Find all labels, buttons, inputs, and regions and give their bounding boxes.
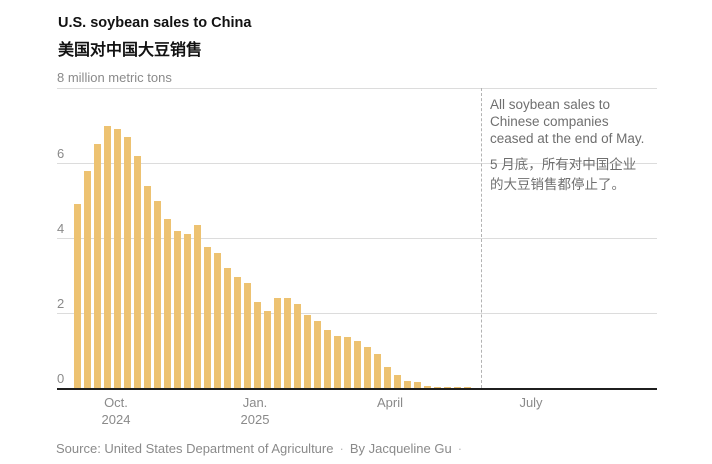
bar (434, 386, 441, 388)
bar (344, 337, 351, 388)
bar (134, 155, 141, 388)
bar (314, 320, 321, 388)
bar (284, 298, 291, 388)
bar (214, 253, 221, 388)
bar (264, 311, 271, 388)
gridline-6 (57, 163, 657, 164)
bar (154, 200, 161, 388)
bar (404, 380, 411, 388)
bar (174, 230, 181, 388)
y-tick-label: 2 (57, 296, 65, 311)
bar (354, 341, 361, 388)
x-tick-label: July (519, 395, 543, 410)
bar (124, 136, 131, 388)
x-tick-label: April (376, 395, 404, 410)
gridline-8 (57, 88, 657, 89)
y-axis-unit-label: 8 million metric tons (57, 70, 172, 85)
x-tick-label: Oct. 2024 (101, 395, 131, 427)
bar (304, 314, 311, 388)
bar (334, 335, 341, 388)
bar (144, 185, 151, 388)
annotation-text-english: All soybean sales to Chinese companies c… (490, 97, 645, 146)
bar (184, 234, 191, 388)
bar (374, 354, 381, 388)
bar (424, 386, 431, 388)
bar (414, 382, 421, 388)
chart-annotation: All soybean sales to Chinese companies c… (490, 96, 658, 195)
bar (194, 224, 201, 388)
bar (234, 277, 241, 388)
source-line: Source: United States Department of Agri… (56, 441, 468, 456)
byline: By Jacqueline Gu (349, 441, 452, 456)
bar (394, 374, 401, 388)
y-tick-label: 6 (57, 146, 65, 161)
bar (104, 125, 111, 388)
chart-title-chinese: 美国对中国大豆销售 (58, 42, 203, 59)
chart-title: U.S. soybean sales to China (58, 15, 252, 31)
annotation-text-chinese: 5 月底，所有对中国企业 的大豆销售都停止了。 (490, 157, 637, 192)
separator-dot: · (339, 441, 344, 456)
bar (244, 283, 251, 388)
bar-series (74, 88, 657, 388)
bar (164, 219, 171, 388)
bar (294, 303, 301, 388)
bar (454, 386, 461, 388)
bar (254, 301, 261, 388)
gridline-2 (57, 313, 657, 314)
separator-dot: · (457, 441, 463, 456)
y-tick-label: 4 (57, 221, 65, 236)
x-axis-line (57, 388, 657, 390)
bar (364, 346, 371, 388)
bar (114, 129, 121, 388)
bar (84, 170, 91, 388)
y-tick-label: 0 (57, 371, 65, 386)
bar (324, 329, 331, 388)
gridline-4 (57, 238, 657, 239)
source-credit: Source: United States Department of Agri… (56, 441, 334, 456)
bar (444, 386, 451, 388)
bar (74, 204, 81, 388)
bar (224, 268, 231, 388)
x-tick-label: Jan. 2025 (240, 395, 270, 427)
bar (274, 298, 281, 388)
bar (464, 386, 471, 388)
bar (204, 247, 211, 388)
event-marker-dashed-line (481, 88, 482, 388)
bar (94, 144, 101, 388)
bar (384, 367, 391, 388)
